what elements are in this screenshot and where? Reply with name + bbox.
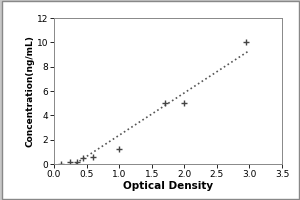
X-axis label: Optical Density: Optical Density — [123, 181, 213, 191]
Y-axis label: Concentration(ng/mL): Concentration(ng/mL) — [25, 35, 34, 147]
